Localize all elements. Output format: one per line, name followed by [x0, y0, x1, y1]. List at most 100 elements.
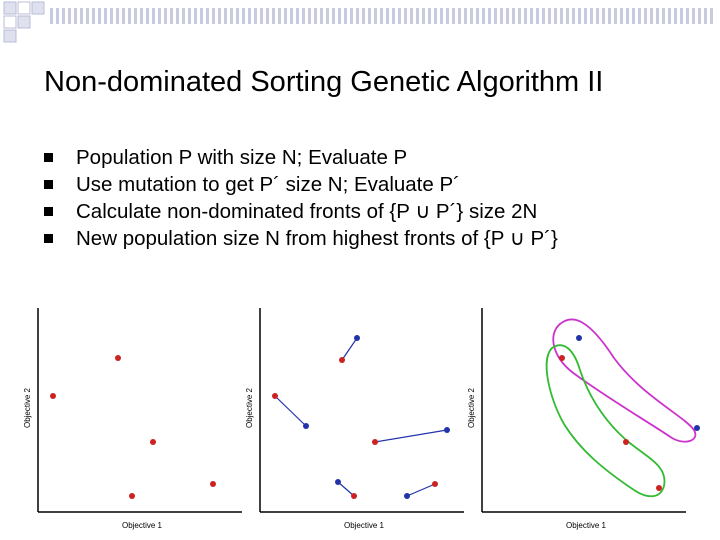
deco-bar — [566, 8, 569, 24]
offspring-point — [354, 335, 360, 341]
bullet-item: New population size N from highest front… — [44, 225, 558, 252]
deco-bar — [164, 8, 167, 24]
bullet-list: Population P with size N; Evaluate P Use… — [44, 144, 558, 252]
deco-bar — [650, 8, 653, 24]
parent-point — [559, 355, 565, 361]
deco-bar — [686, 8, 689, 24]
deco-bar — [440, 8, 443, 24]
deco-bar — [308, 8, 311, 24]
square-bullet-icon — [44, 207, 53, 216]
x-axis-label: Objective 1 — [122, 521, 163, 530]
deco-bar — [452, 8, 455, 24]
deco-bar — [602, 8, 605, 24]
deco-bar — [698, 8, 701, 24]
deco-bar — [122, 8, 125, 24]
parent-point — [432, 481, 438, 487]
deco-bar — [374, 8, 377, 24]
deco-bar — [80, 8, 83, 24]
offspring-point — [404, 493, 410, 499]
deco-bar — [608, 8, 611, 24]
deco-bar — [710, 8, 713, 24]
deco-bar — [110, 8, 113, 24]
parent-point — [272, 393, 278, 399]
deco-bar — [470, 8, 473, 24]
deco-bar — [560, 8, 563, 24]
deco-bar — [350, 8, 353, 24]
parent-point — [656, 485, 662, 491]
deco-bar — [224, 8, 227, 24]
bullet-item: Calculate non-dominated fronts of {P ∪ P… — [44, 198, 558, 225]
deco-bar — [302, 8, 305, 24]
square-bullet-icon — [44, 180, 53, 189]
deco-bar — [338, 8, 341, 24]
deco-bar — [410, 8, 413, 24]
deco-bar — [584, 8, 587, 24]
deco-bar — [158, 8, 161, 24]
deco-bar — [530, 8, 533, 24]
deco-bar — [188, 8, 191, 24]
deco-bar — [362, 8, 365, 24]
parent-points — [272, 357, 438, 499]
deco-bar — [242, 8, 245, 24]
bullet-item: Use mutation to get P´ size N; Evaluate … — [44, 171, 558, 198]
x-axis-label: Objective 1 — [566, 521, 607, 530]
parent-point — [339, 357, 345, 363]
deco-bar — [278, 8, 281, 24]
deco-bar — [104, 8, 107, 24]
mutation-links — [274, 337, 448, 497]
bullet-text: Population P with size N; Evaluate P — [76, 146, 408, 169]
page-title: Non-dominated Sorting Genetic Algorithm … — [44, 66, 604, 98]
parent-point — [210, 481, 216, 487]
deco-bar — [548, 8, 551, 24]
bullet-text: Use mutation to get P´ size N; Evaluate … — [76, 173, 460, 196]
x-axis-label: Objective 1 — [344, 521, 385, 530]
bullet-item: Population P with size N; Evaluate P — [44, 144, 558, 171]
deco-bar — [692, 8, 695, 24]
deco-bar — [356, 8, 359, 24]
deco-bar — [656, 8, 659, 24]
deco-bar — [152, 8, 155, 24]
deco-bar — [314, 8, 317, 24]
deco-bar — [494, 8, 497, 24]
deco-bar — [116, 8, 119, 24]
deco-bar — [146, 8, 149, 24]
deco-bar — [572, 8, 575, 24]
deco-bar — [506, 8, 509, 24]
deco-bar — [668, 8, 671, 24]
deco-bar — [416, 8, 419, 24]
deco-bar — [536, 8, 539, 24]
deco-bar — [176, 8, 179, 24]
deco-bar — [464, 8, 467, 24]
offspring-points — [303, 335, 450, 499]
deco-bar — [614, 8, 617, 24]
parent-point — [115, 355, 121, 361]
deco-bar — [182, 8, 185, 24]
offspring-point — [576, 335, 582, 341]
deco-bar — [590, 8, 593, 24]
deco-bar — [62, 8, 65, 24]
deco-bar — [596, 8, 599, 24]
deco-bar — [500, 8, 503, 24]
deco-bar — [68, 8, 71, 24]
deco-bar — [344, 8, 347, 24]
front-points — [559, 335, 700, 491]
deco-bar — [170, 8, 173, 24]
deco-bar — [398, 8, 401, 24]
deco-bar — [458, 8, 461, 24]
deco-bar — [578, 8, 581, 24]
population-points — [50, 355, 216, 499]
deco-bar — [326, 8, 329, 24]
deco-bar — [284, 8, 287, 24]
deco-bar — [134, 8, 137, 24]
deco-bar — [266, 8, 269, 24]
deco-bar — [620, 8, 623, 24]
deco-bar — [404, 8, 407, 24]
deco-bar — [674, 8, 677, 24]
deco-bar — [392, 8, 395, 24]
offspring-point — [444, 427, 450, 433]
offspring-point — [303, 423, 309, 429]
deco-bar — [230, 8, 233, 24]
y-axis-label: Objective 2 — [467, 387, 476, 428]
deco-bar — [428, 8, 431, 24]
deco-bar — [488, 8, 491, 24]
